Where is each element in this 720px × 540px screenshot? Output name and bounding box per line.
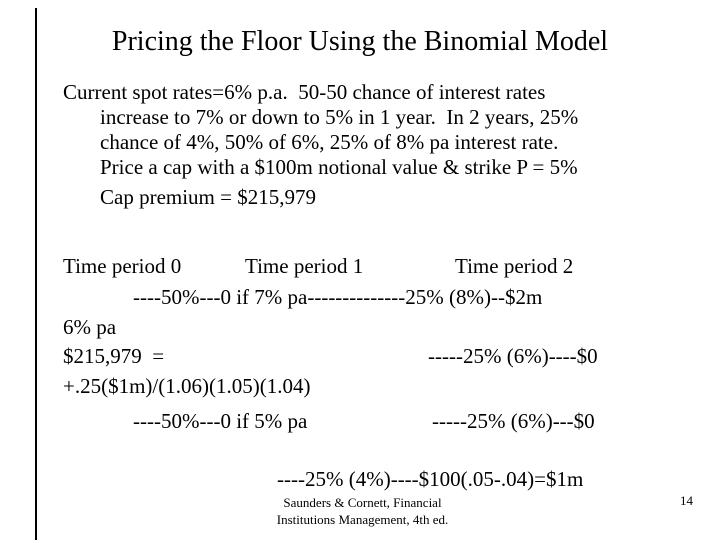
citation-line-1: Saunders & Cornett, Financial — [283, 495, 442, 510]
time-period-1-label: Time period 1 — [245, 254, 364, 278]
footer-citation: Saunders & Cornett, Financial Institutio… — [255, 494, 470, 528]
page-number: 14 — [680, 493, 693, 508]
branch-25pct-6pct-lower: -----25% (6%)---$0 — [432, 409, 595, 433]
body-line-2: increase to 7% or down to 5% in 1 year. … — [100, 105, 579, 129]
left-margin-line — [35, 8, 37, 540]
citation-line-2: Institutions Management, 4th ed. — [276, 512, 449, 527]
time-period-0-label: Time period 0 — [63, 254, 182, 278]
time-period-2-label: Time period 2 — [455, 254, 574, 278]
body-line-3: chance of 4%, 50% of 6%, 25% of 8% pa in… — [100, 130, 559, 154]
body-line-4: Price a cap with a $100m notional value … — [100, 155, 578, 179]
branch-up-7pct: ----50%---0 if 7% pa--------------25% (8… — [133, 285, 543, 309]
node-6pct-pa: 6% pa — [63, 315, 117, 339]
body-text-block: Current spot rates=6% p.a. 50-50 chance … — [63, 80, 663, 210]
premium-equals: $215,979 = — [63, 344, 165, 368]
slide-title: Pricing the Floor Using the Binomial Mod… — [111, 26, 609, 57]
branch-25pct-6pct-upper: -----25% (6%)----$0 — [428, 344, 598, 368]
branch-down-5pct: ----50%---0 if 5% pa — [133, 409, 308, 433]
branch-25pct-4pct: ----25% (4%)----$100(.05-.04)=$1m — [277, 467, 584, 491]
cap-premium-line: Cap premium = $215,979 — [100, 185, 316, 209]
body-line-1: Current spot rates=6% p.a. 50-50 chance … — [63, 80, 546, 104]
premium-formula: +.25($1m)/(1.06)(1.05)(1.04) — [63, 374, 311, 398]
